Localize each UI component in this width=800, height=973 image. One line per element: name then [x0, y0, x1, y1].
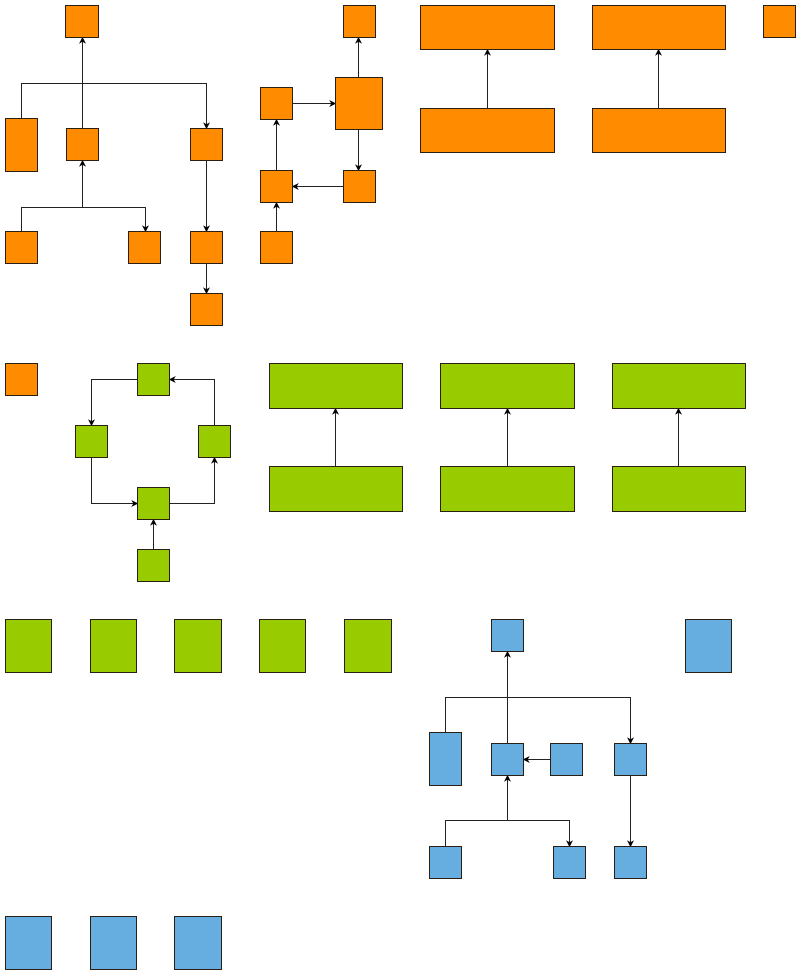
blue-box[interactable]: [553, 846, 586, 879]
orange-box[interactable]: [66, 128, 99, 161]
green-box[interactable]: [440, 363, 575, 409]
green-box[interactable]: [137, 363, 170, 396]
orange-box[interactable]: [335, 77, 383, 130]
orange-box[interactable]: [763, 5, 796, 38]
connector-arrow[interactable]: [21, 83, 210, 130]
blue-box[interactable]: [614, 743, 647, 776]
orange-box[interactable]: [260, 231, 293, 264]
orange-box[interactable]: [5, 231, 38, 264]
green-box[interactable]: [269, 466, 403, 512]
blue-box[interactable]: [491, 743, 524, 776]
orange-box[interactable]: [65, 5, 99, 38]
green-box[interactable]: [137, 549, 170, 582]
blue-box[interactable]: [614, 846, 647, 879]
connector-arrow[interactable]: [91, 457, 139, 507]
blue-box[interactable]: [685, 619, 732, 673]
blue-box[interactable]: [90, 916, 137, 970]
blue-box[interactable]: [174, 916, 222, 970]
orange-box[interactable]: [190, 128, 223, 161]
orange-box[interactable]: [343, 5, 376, 38]
orange-box[interactable]: [260, 87, 293, 120]
green-box[interactable]: [174, 619, 222, 673]
green-box[interactable]: [259, 619, 306, 673]
blue-box[interactable]: [429, 732, 462, 786]
orange-box[interactable]: [592, 108, 726, 153]
green-box[interactable]: [5, 619, 52, 673]
green-box[interactable]: [269, 363, 403, 409]
orange-box[interactable]: [5, 363, 38, 396]
orange-box[interactable]: [190, 293, 223, 326]
connector-arrow[interactable]: [88, 379, 138, 427]
green-box[interactable]: [612, 363, 746, 409]
blue-box[interactable]: [5, 916, 52, 970]
orange-box[interactable]: [5, 118, 38, 172]
green-box[interactable]: [90, 619, 137, 673]
green-box[interactable]: [137, 487, 170, 520]
orange-box[interactable]: [592, 5, 726, 50]
orange-box[interactable]: [260, 170, 293, 203]
connector-arrow[interactable]: [445, 697, 634, 745]
orange-box[interactable]: [128, 231, 161, 264]
green-box[interactable]: [440, 466, 575, 512]
blue-box[interactable]: [429, 846, 462, 879]
connector-arrow[interactable]: [169, 456, 218, 504]
connector-arrow[interactable]: [21, 207, 149, 233]
green-box[interactable]: [198, 425, 231, 458]
orange-box[interactable]: [420, 108, 555, 153]
blue-box[interactable]: [491, 619, 524, 652]
orange-box[interactable]: [343, 170, 376, 203]
green-box[interactable]: [344, 619, 392, 673]
connector-arrow[interactable]: [445, 820, 573, 848]
green-box[interactable]: [612, 466, 746, 512]
orange-box[interactable]: [190, 231, 223, 264]
green-box[interactable]: [75, 425, 108, 458]
blue-box[interactable]: [550, 743, 583, 776]
connector-arrow[interactable]: [168, 376, 215, 426]
orange-box[interactable]: [420, 5, 555, 50]
